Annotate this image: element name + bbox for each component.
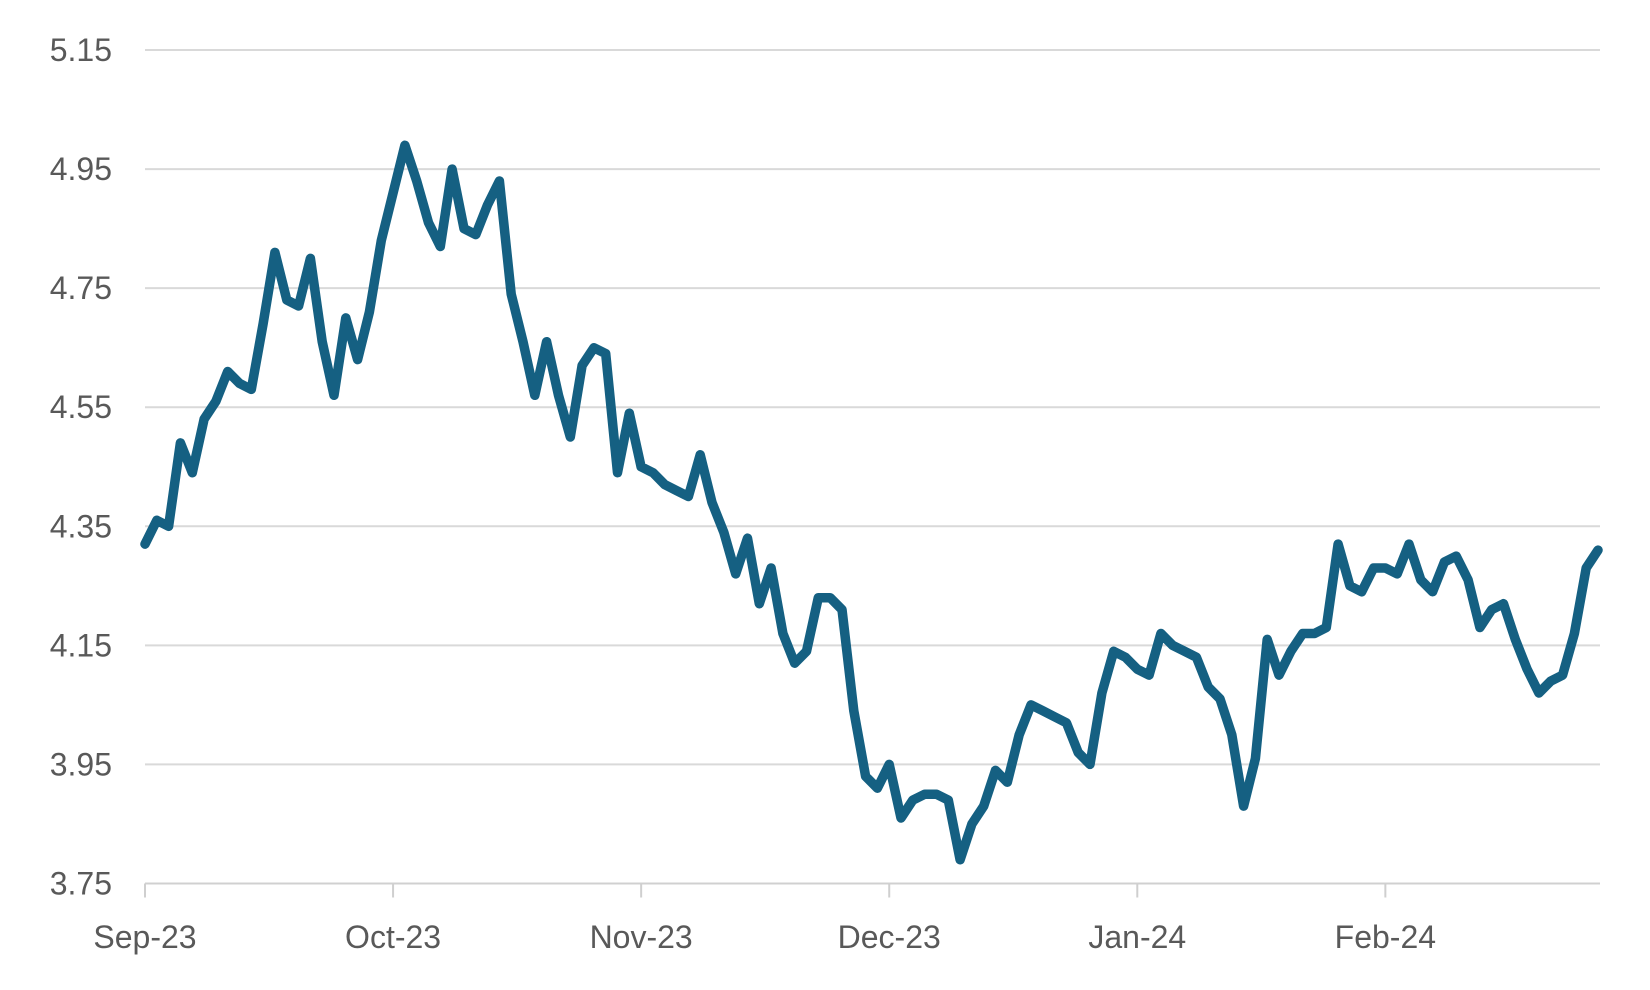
y-axis-tick-label: 4.35 [50, 508, 112, 544]
x-axis-tick-label: Jan-24 [1088, 919, 1186, 955]
y-axis-tick-label: 4.55 [50, 389, 112, 425]
y-axis-tick-label: 5.15 [50, 32, 112, 68]
x-axis-tick-label: Feb-24 [1335, 919, 1436, 955]
x-axis-tick-label: Dec-23 [838, 919, 941, 955]
yield-line-series [140, 140, 1603, 865]
y-axis-tick-label: 4.15 [50, 627, 112, 663]
y-axis-tick-label: 3.75 [50, 866, 112, 902]
y-axis-tick-label: 3.95 [50, 746, 112, 782]
x-axis-tick-label: Sep-23 [93, 919, 196, 955]
y-axis-tick-label: 4.95 [50, 151, 112, 187]
y-axis-tick-label: 4.75 [50, 270, 112, 306]
x-axis-tick-label: Nov-23 [590, 919, 693, 955]
x-axis-tick-label: Oct-23 [345, 919, 441, 955]
